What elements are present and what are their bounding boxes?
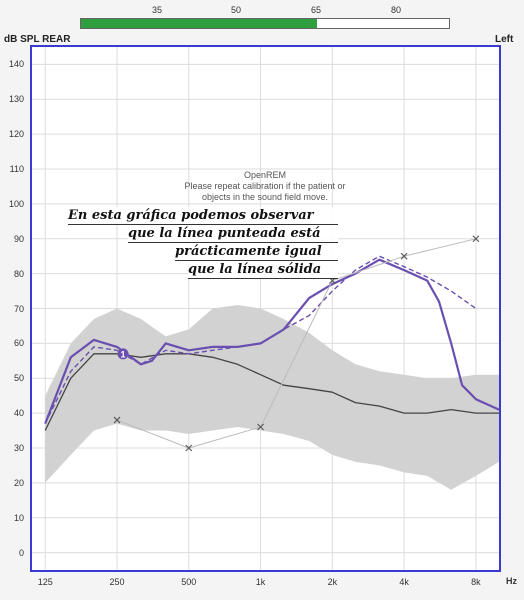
x-marker xyxy=(257,423,264,431)
y-tick-label: 30 xyxy=(13,442,24,453)
scale-tick: 50 xyxy=(230,5,242,15)
annotation-line: En esta gráfica podemos observar xyxy=(68,207,338,225)
x-tick-label: 250 xyxy=(109,577,125,587)
input-level-meter xyxy=(80,18,450,29)
y-tick-label: 40 xyxy=(13,408,24,419)
y-tick-label: 100 xyxy=(8,198,24,209)
y-tick-label: 50 xyxy=(13,373,24,384)
y-tick-label: 130 xyxy=(8,94,24,105)
annotation-line: que la línea punteada está xyxy=(128,225,338,243)
scale-tick: 80 xyxy=(390,5,402,15)
calibration-notice: OpenREM Please repeat calibration if the… xyxy=(175,170,355,203)
x-tick-label: 125 xyxy=(37,577,53,587)
point-marker-label: 1 xyxy=(121,349,126,359)
x-marker xyxy=(113,416,121,424)
x-tick-label: 1k xyxy=(255,577,266,587)
top-bar: 35 50 65 80 xyxy=(0,0,524,34)
x-marker xyxy=(472,235,480,243)
annotation-line: que la línea sólida xyxy=(188,261,338,279)
y-tick-label: 70 xyxy=(13,303,24,314)
notice-line: objects in the sound field move. xyxy=(201,192,329,202)
y-tick-label: 60 xyxy=(13,338,24,349)
x-tick-label: 8k xyxy=(471,577,481,587)
chart-title: dB SPL REAR xyxy=(4,34,71,45)
ear-side-label: Left xyxy=(495,34,514,45)
x-tick-label: 4k xyxy=(399,577,409,587)
annotation-caption: En esta gráfica podemos observar que la … xyxy=(68,207,338,279)
y-tick-label: 120 xyxy=(8,129,24,140)
point-marker xyxy=(117,348,129,360)
notice-line: Please repeat calibration if the patient… xyxy=(184,181,346,191)
response-line xyxy=(44,258,500,424)
y-tick-label: 10 xyxy=(13,512,24,523)
y-tick-label: 80 xyxy=(13,268,24,279)
x-marker xyxy=(185,444,193,452)
normal-range-band xyxy=(45,305,499,490)
annotation-line: prácticamente igual xyxy=(175,243,338,261)
scale-tick: 65 xyxy=(310,5,322,15)
threshold-line xyxy=(116,238,477,449)
dashed-response-line xyxy=(44,255,477,424)
y-tick-label: 0 xyxy=(18,547,24,558)
notice-title: OpenREM xyxy=(243,170,287,180)
x-tick-label: 500 xyxy=(181,577,197,587)
y-tick-label: 140 xyxy=(8,59,24,70)
y-tick-label: 110 xyxy=(9,164,24,175)
y-tick-label: 90 xyxy=(13,233,24,244)
x-tick-label: 2k xyxy=(327,577,338,587)
scale-tick: 35 xyxy=(151,5,163,15)
y-tick-label: 20 xyxy=(13,477,24,488)
level-meter-fill xyxy=(81,19,317,28)
x-axis-unit: Hz xyxy=(506,576,517,586)
x-marker xyxy=(400,252,408,260)
